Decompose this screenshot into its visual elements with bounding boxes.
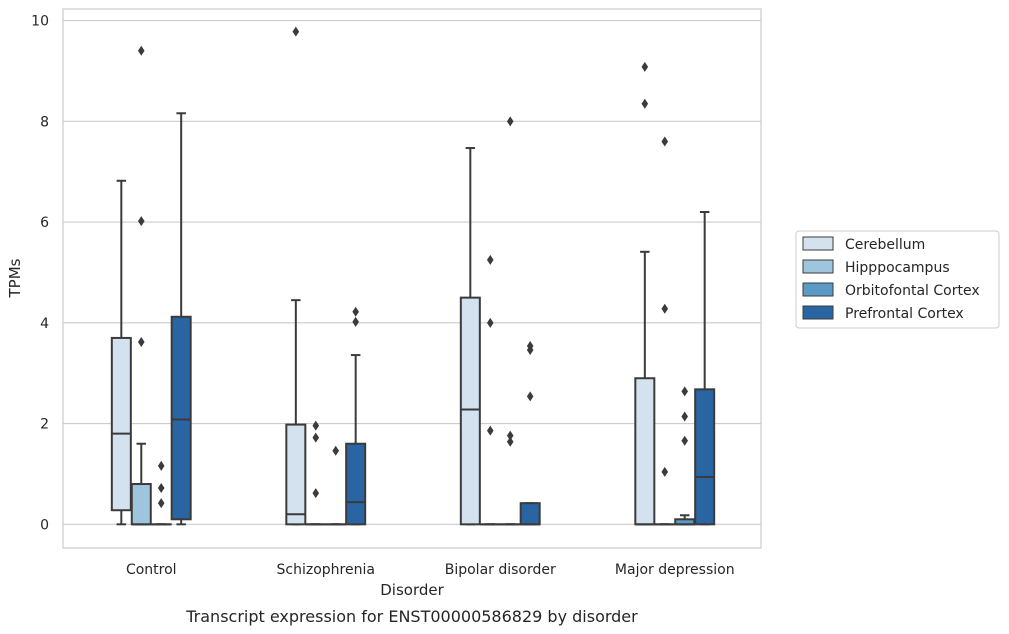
outlier-point	[352, 306, 359, 317]
outlier-point	[661, 303, 669, 314]
y-axis-label: TPMs	[6, 258, 24, 298]
box-rect	[285, 423, 307, 526]
outlier-point	[486, 317, 494, 328]
legend-label: Orbitofontal Cortex	[845, 283, 980, 299]
outlier-point	[641, 98, 649, 109]
outlier-point	[506, 116, 514, 127]
box-0-1	[130, 45, 152, 526]
legend-swatch	[802, 259, 834, 274]
outlier-point	[681, 435, 689, 446]
x-tick-label: Schizophrenia	[277, 562, 375, 578]
outlier-point	[526, 391, 534, 402]
box-0-2	[150, 460, 172, 526]
legend-label: Prefrontal Cortex	[845, 306, 964, 322]
outlier-point	[486, 254, 494, 265]
legend-frame	[795, 230, 1000, 329]
box-rect	[519, 502, 541, 526]
box-1-3	[345, 306, 367, 526]
outlier-point	[352, 316, 359, 327]
y-tick-labels: 0 2 4 6 8 10	[31, 14, 49, 534]
box-rect	[634, 377, 656, 526]
outlier-point	[332, 445, 340, 456]
box-groups	[110, 26, 716, 526]
legend-swatch	[802, 236, 834, 251]
outlier-point	[312, 420, 320, 431]
box-3-3	[694, 211, 716, 526]
box-2-2	[499, 116, 521, 526]
legend-swatch	[802, 282, 834, 297]
box-0-0	[110, 179, 132, 526]
x-tick-label: Major depression	[615, 562, 735, 578]
outlier-point	[641, 61, 649, 72]
legend-label: Hipppocampus	[845, 260, 950, 276]
box-3-1	[654, 136, 676, 526]
box-rect	[170, 315, 192, 521]
legend: Cerebellum Hipppocampus Orbitofontal Corte…	[795, 230, 1000, 329]
outlier-point	[157, 498, 165, 509]
box-2-3	[519, 341, 541, 526]
outlier-point	[526, 341, 534, 352]
y-tick-label: 2	[40, 417, 49, 433]
outlier-point	[681, 411, 689, 422]
box-rect	[694, 388, 716, 526]
box-1-2	[325, 445, 347, 526]
outlier-point	[506, 430, 514, 441]
box-1-1	[305, 420, 327, 526]
x-axis-label: Disorder	[380, 581, 444, 599]
box-0-3	[170, 112, 192, 526]
x-tick-label: Control	[126, 562, 177, 578]
outlier-point	[292, 26, 300, 37]
outlier-point	[661, 136, 669, 147]
plot-frame	[62, 8, 762, 549]
box-rect	[459, 296, 481, 526]
x-tick-labels: Control Schizophrenia Bipolar disorder Majo…	[126, 562, 735, 578]
outlier-point	[137, 216, 145, 227]
outlier-point	[157, 483, 165, 494]
box-rect	[345, 442, 367, 526]
y-tick-label: 4	[40, 316, 49, 332]
chart-caption: Transcript expression for ENST0000058682…	[185, 607, 638, 626]
outlier-point	[312, 488, 320, 499]
box-rect	[110, 336, 132, 512]
x-tick-label: Bipolar disorder	[445, 562, 556, 578]
outlier-point	[312, 432, 320, 443]
box-rect	[130, 483, 152, 526]
box-2-1	[479, 254, 501, 526]
y-tick-label: 6	[40, 215, 49, 231]
outlier-point	[506, 436, 514, 447]
legend-swatch	[802, 305, 834, 320]
outlier-point	[137, 336, 145, 347]
box-1-0	[285, 26, 307, 526]
outlier-point	[661, 466, 669, 477]
outlier-point	[486, 425, 494, 436]
y-tick-label: 8	[40, 114, 49, 130]
outlier-point	[681, 386, 689, 397]
legend-label: Cerebellum	[845, 237, 925, 253]
outlier-point	[137, 45, 145, 56]
box-2-0	[459, 147, 481, 526]
box-3-2	[674, 386, 696, 526]
y-tick-label: 0	[40, 517, 49, 533]
box-3-0	[634, 61, 656, 526]
outlier-point	[157, 460, 165, 471]
grid-lines	[63, 19, 761, 525]
y-tick-label: 10	[31, 14, 49, 30]
